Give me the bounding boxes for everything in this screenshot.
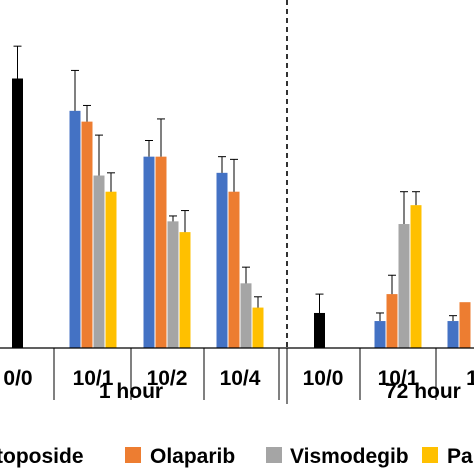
bar-olaparib-1-g1 [459,302,471,348]
x-tick-label: 10/4 [220,367,261,390]
bar-blue-series-10-1-g0 [69,110,81,349]
bar-pa-10-4-g0 [252,307,264,348]
bar-olaparib-10-1-g0 [81,121,93,348]
legend-swatch-vismodegib [266,447,282,463]
legend-swatch-pa [422,447,438,463]
labels-layer: 0/0 10/1 10/2 10/4 10/0 10/1 1 1 hour 72 hour [3,367,474,403]
legend-layer: toposide Olaparib Vismodegib Pa [0,445,473,468]
x-tick-label: 10/1 [378,367,419,390]
legend-label-pa: Pa [447,445,473,468]
x-tick-label: 10/2 [147,367,188,390]
group-label-2: 72 hour [385,380,461,403]
bar-olaparib-10-1-g1 [386,294,398,348]
bar-toposide-0-0-g0 [12,78,23,349]
axis-layer [0,0,474,404]
group-label-1: 1 hour [99,380,163,403]
bar-pa-10-2-g0 [179,232,191,348]
bar-vismodegib-10-4-g0 [240,283,252,348]
bar-vismodegib-10-2-g0 [167,221,179,348]
legend-swatch-olaparib [125,447,141,463]
bar-olaparib-10-4-g0 [228,191,240,348]
bar-toposide-10-0-g1 [314,312,325,348]
legend-label-toposide: toposide [0,445,84,468]
x-tick-label: 0/0 [3,367,32,390]
bar-blue-series-10-1-g1 [374,321,386,348]
bar-olaparib-10-2-g0 [155,156,167,348]
bar-blue-series-1-g1 [447,321,459,348]
x-tick-label: 10/1 [73,367,114,390]
bar-vismodegib-10-1-g1 [398,224,410,348]
legend-label-vismodegib: Vismodegib [290,445,409,468]
legend-label-olaparib: Olaparib [150,445,235,468]
bar-pa-10-1-g0 [105,191,117,348]
x-tick-label: 10/0 [303,367,344,390]
bar-blue-series-10-4-g0 [216,172,228,348]
bar-pa-10-1-g1 [410,205,422,348]
x-tick-label: 1 [466,367,474,390]
bars-layer [12,45,471,349]
bar-blue-series-10-2-g0 [143,156,155,348]
bar-vismodegib-10-1-g0 [93,175,105,348]
